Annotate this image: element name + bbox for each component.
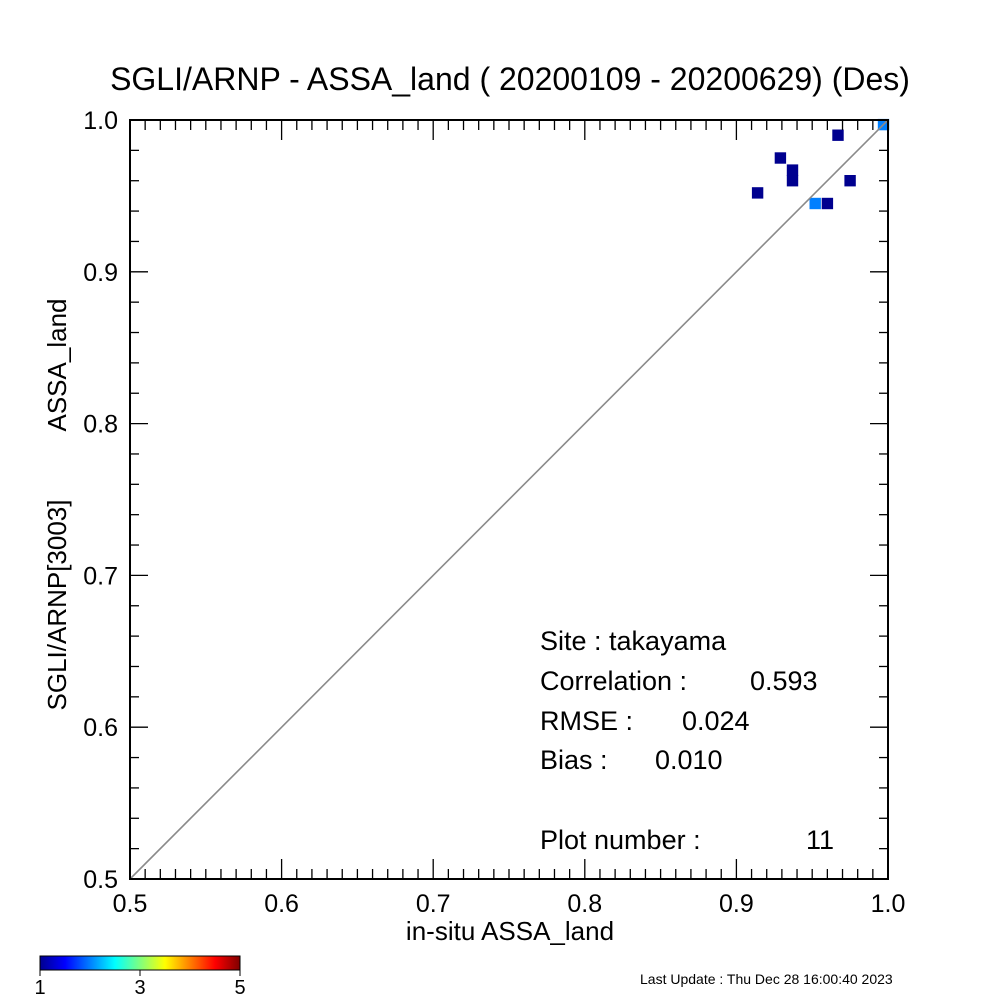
stats-panel: Site : takayama Correlation : 0.593 RMSE… <box>540 626 834 855</box>
rmse-value: 0.024 <box>682 706 750 736</box>
x-tick-labels: 0.5 0.6 0.7 0.8 0.9 1.0 <box>113 890 906 918</box>
chart-title: SGLI/ARNP - ASSA_land ( 20200109 - 20200… <box>110 61 910 97</box>
colorbar: 1 3 5 <box>34 955 246 999</box>
y-tick-labels: 0.5 0.6 0.7 0.8 0.9 1.0 <box>83 107 118 894</box>
y-tick-label: 0.6 <box>83 714 118 742</box>
x-tick-label: 0.9 <box>719 890 754 918</box>
data-cell <box>832 129 844 141</box>
data-cell <box>751 187 764 199</box>
data-cells <box>751 118 890 210</box>
y-tick-label: 1.0 <box>83 107 118 135</box>
site-label: Site : takayama <box>540 626 727 656</box>
colorbar-ticks: 1 3 5 <box>34 970 246 999</box>
data-cell <box>786 175 799 187</box>
y-tick-label: 0.5 <box>83 866 118 894</box>
one-to-one-line <box>129 119 889 880</box>
x-tick-label: 1.0 <box>871 890 906 918</box>
colorbar-gradient <box>39 955 241 971</box>
data-cell <box>844 175 856 187</box>
data-cell <box>809 197 821 210</box>
data-cell <box>786 164 799 176</box>
y-axis-title-line2: ASSA_land <box>42 299 72 432</box>
x-tick-label: 0.7 <box>416 890 451 918</box>
x-tick-label: 0.6 <box>264 890 299 918</box>
x-tick-label: 0.8 <box>567 890 602 918</box>
data-cell <box>821 197 834 210</box>
bias-value: 0.010 <box>655 745 723 775</box>
correlation-label: Correlation : <box>540 666 687 696</box>
bias-label: Bias : <box>540 745 608 775</box>
colorbar-tick-label: 1 <box>34 977 45 999</box>
x-axis-title: in-situ ASSA_land <box>406 916 614 946</box>
last-update-text: Last Update : Thu Dec 28 16:00:40 2023 <box>640 971 893 987</box>
x-tick-label: 0.5 <box>113 890 148 918</box>
colorbar-tick-label: 3 <box>134 977 145 999</box>
plot-number-value: 11 <box>806 825 834 855</box>
correlation-value: 0.593 <box>750 666 818 696</box>
y-tick-label: 0.8 <box>83 411 118 439</box>
y-tick-label: 0.9 <box>83 259 118 287</box>
rmse-label: RMSE : <box>540 706 633 736</box>
data-cell <box>774 152 787 164</box>
y-axis-title-line1: SGLI/ARNP[3003] <box>42 500 72 711</box>
axis-ticks <box>129 119 889 880</box>
colorbar-tick-label: 5 <box>234 977 245 999</box>
plot-number-label: Plot number : <box>540 825 701 855</box>
y-tick-label: 0.7 <box>83 562 118 590</box>
